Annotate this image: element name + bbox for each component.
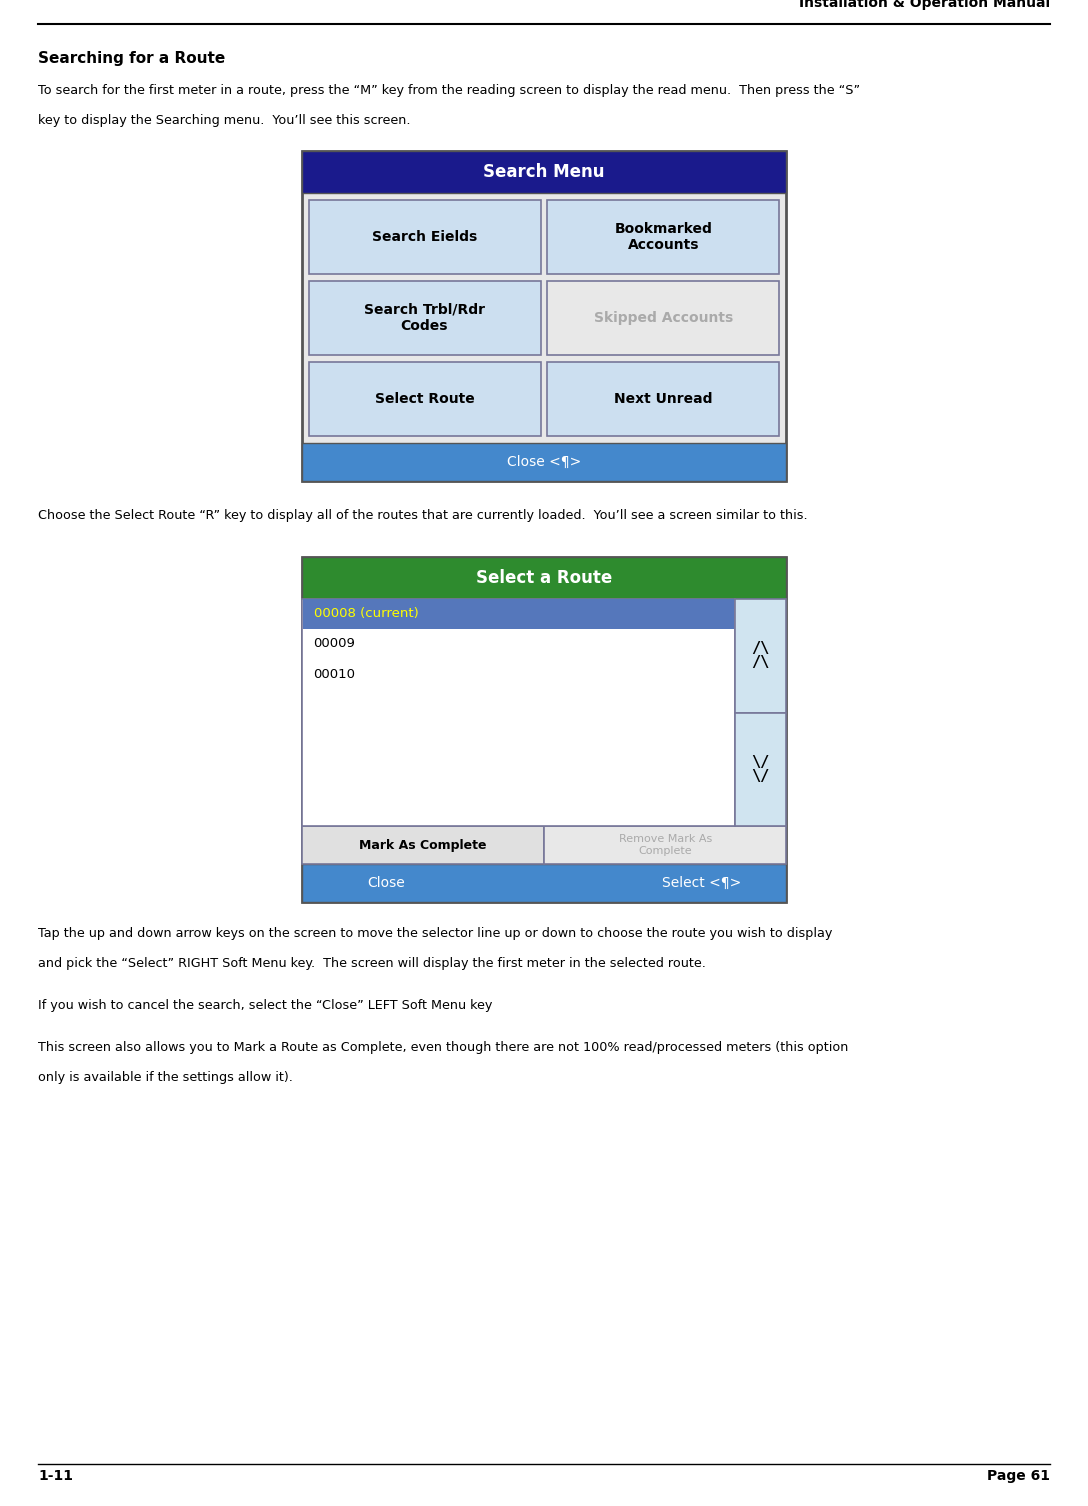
FancyBboxPatch shape [302, 599, 733, 630]
FancyBboxPatch shape [544, 825, 787, 864]
Text: Tap the up and down arrow keys on the screen to move the selector line up or dow: Tap the up and down arrow keys on the sc… [38, 928, 832, 940]
Text: Choose the Select Route “R” key to display all of the routes that are currently : Choose the Select Route “R” key to displ… [38, 509, 807, 523]
FancyBboxPatch shape [301, 151, 787, 193]
Text: key to display the Searching menu.  You’ll see this screen.: key to display the Searching menu. You’l… [38, 114, 410, 127]
FancyBboxPatch shape [547, 361, 779, 437]
FancyBboxPatch shape [301, 443, 787, 480]
FancyBboxPatch shape [734, 599, 787, 712]
Text: To search for the first meter in a route, press the “M” key from the reading scr: To search for the first meter in a route… [38, 84, 861, 96]
Text: 00010: 00010 [313, 667, 356, 681]
Text: Page 61: Page 61 [987, 1468, 1050, 1483]
FancyBboxPatch shape [309, 361, 541, 437]
Text: Remove Mark As
Complete: Remove Mark As Complete [619, 834, 712, 855]
Text: Skipped Accounts: Skipped Accounts [594, 312, 733, 325]
Text: Search Menu: Search Menu [483, 163, 605, 181]
FancyBboxPatch shape [547, 200, 779, 274]
Text: Close: Close [368, 876, 405, 890]
Text: Search Eields: Search Eields [372, 230, 478, 244]
Text: Select <¶>: Select <¶> [662, 876, 741, 890]
FancyBboxPatch shape [301, 151, 787, 480]
FancyBboxPatch shape [301, 825, 544, 864]
Text: Bookmarked
Accounts: Bookmarked Accounts [615, 221, 713, 252]
FancyBboxPatch shape [309, 282, 541, 355]
Text: /\
/\: /\ /\ [752, 642, 769, 670]
Text: Installation & Operation Manual: Installation & Operation Manual [799, 0, 1050, 11]
Text: Close <¶>: Close <¶> [507, 455, 581, 468]
Text: This screen also allows you to Mark a Route as Complete, even though there are n: This screen also allows you to Mark a Ro… [38, 1041, 849, 1054]
Text: If you wish to cancel the search, select the “Close” LEFT Soft Menu key: If you wish to cancel the search, select… [38, 998, 493, 1012]
FancyBboxPatch shape [301, 864, 787, 902]
Text: Search Trbl/Rdr
Codes: Search Trbl/Rdr Codes [364, 303, 485, 333]
Text: only is available if the settings allow it).: only is available if the settings allow … [38, 1071, 297, 1084]
Text: 00009: 00009 [313, 637, 356, 651]
Text: Select Route: Select Route [374, 392, 474, 407]
Text: Mark As Complete: Mark As Complete [359, 839, 486, 851]
FancyBboxPatch shape [301, 599, 734, 825]
Text: 00008 (current): 00008 (current) [313, 607, 418, 620]
Text: 1-11: 1-11 [38, 1468, 73, 1483]
FancyBboxPatch shape [734, 712, 787, 825]
Text: Searching for a Route: Searching for a Route [38, 51, 225, 66]
FancyBboxPatch shape [309, 200, 541, 274]
FancyBboxPatch shape [547, 282, 779, 355]
FancyBboxPatch shape [301, 557, 787, 902]
Text: Next Unread: Next Unread [615, 392, 713, 407]
FancyBboxPatch shape [301, 557, 787, 599]
Text: \/
\/: \/ \/ [752, 755, 769, 783]
Text: Select a Route: Select a Route [475, 569, 613, 587]
Text: and pick the “Select” RIGHT Soft Menu key.  The screen will display the first me: and pick the “Select” RIGHT Soft Menu ke… [38, 956, 706, 970]
